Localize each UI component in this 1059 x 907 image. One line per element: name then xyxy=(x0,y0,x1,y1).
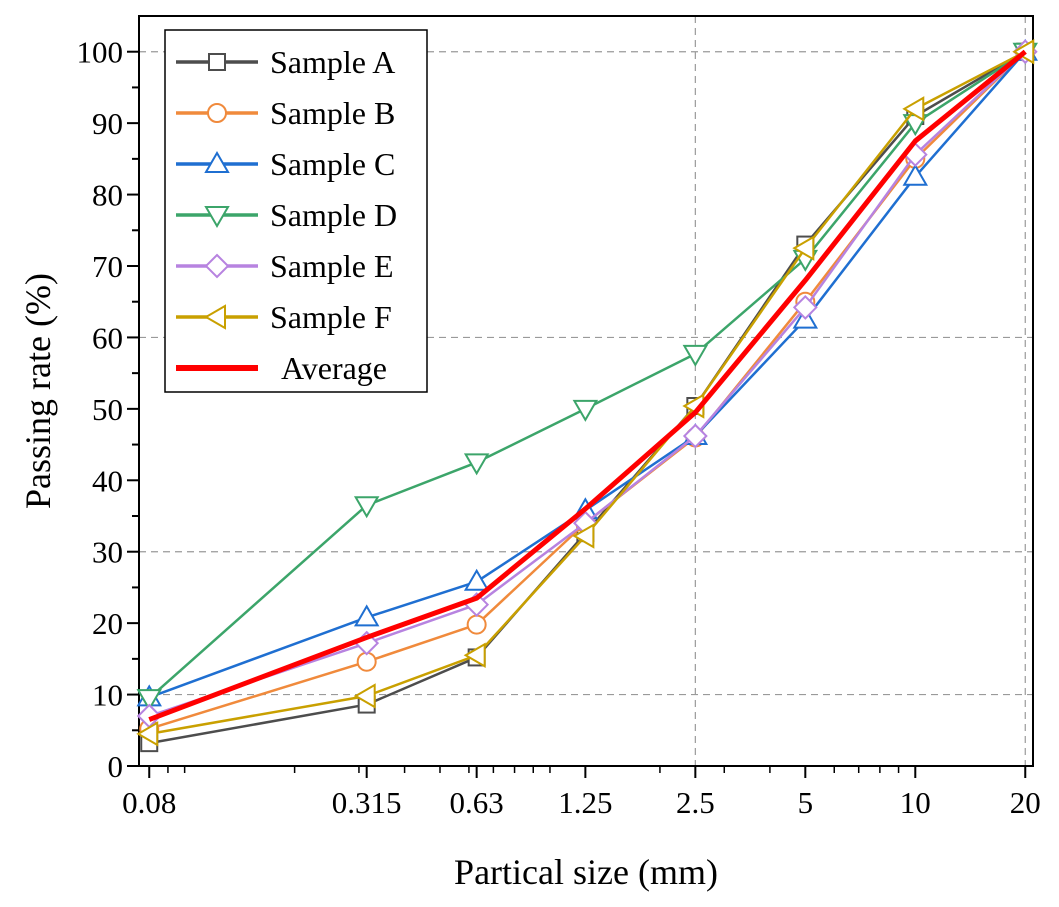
data-point xyxy=(572,399,599,422)
y-tick-label: 10 xyxy=(92,678,123,713)
data-point xyxy=(353,604,380,627)
legend-item: Sample A xyxy=(176,44,395,80)
data-point xyxy=(353,683,376,709)
data-point xyxy=(682,423,708,449)
legend-label: Average xyxy=(281,350,387,386)
data-point xyxy=(463,453,490,476)
y-tick-label: 90 xyxy=(92,106,123,141)
data-point xyxy=(136,689,162,712)
data-point xyxy=(463,568,490,591)
y-tick-label: 30 xyxy=(92,535,123,570)
legend-marker xyxy=(207,103,227,123)
series-line xyxy=(148,49,1027,722)
x-axis-title: Partical size (mm) xyxy=(454,852,718,892)
series-line xyxy=(148,50,1026,700)
data-point xyxy=(353,496,380,519)
data-point xyxy=(902,96,925,122)
data-point xyxy=(792,235,815,261)
series-line xyxy=(149,50,1026,736)
x-tick-label: 5 xyxy=(798,785,814,820)
y-axis-title: Passing rate (%) xyxy=(18,273,58,509)
series-sample-f xyxy=(136,38,1035,747)
legend-marker xyxy=(204,206,230,228)
series-line xyxy=(148,50,1027,699)
legend: Sample A Sample B Sample C Sample D Sample E… xyxy=(164,29,428,393)
data-point xyxy=(902,163,929,186)
y-tick-label: 80 xyxy=(92,178,123,213)
x-tick-label: 0.315 xyxy=(332,785,402,820)
legend-label: Sample C xyxy=(270,146,395,182)
legend-marker xyxy=(204,304,226,330)
x-tick-label: 20 xyxy=(1010,785,1041,820)
y-tick-label: 100 xyxy=(77,35,124,70)
legend-label: Sample A xyxy=(270,44,395,80)
data-series xyxy=(136,38,1038,753)
x-tick-label: 0.63 xyxy=(450,785,504,820)
series-average xyxy=(148,49,1027,722)
data-point xyxy=(466,614,487,635)
x-tick-label: 10 xyxy=(900,785,931,820)
legend-item: Sample B xyxy=(176,95,395,131)
y-tick-label: 50 xyxy=(92,392,123,427)
legend-item: Sample E xyxy=(176,248,394,284)
legend-item: Average xyxy=(176,350,387,386)
y-tick-label: 70 xyxy=(92,249,123,284)
legend-item: Sample F xyxy=(176,299,392,335)
legend-item: Sample D xyxy=(176,197,397,233)
data-point xyxy=(463,642,486,669)
legend-marker xyxy=(204,151,230,173)
y-tick-label: 40 xyxy=(92,463,123,498)
y-axis-tick-labels: 0 10 20 30 40 50 60 70 80 90 100 xyxy=(77,35,124,784)
data-point xyxy=(572,523,595,549)
series-line xyxy=(148,50,1027,718)
axis-ticks xyxy=(127,50,1027,778)
legend-label: Sample E xyxy=(270,248,394,284)
x-tick-label: 0.08 xyxy=(122,785,176,820)
legend-label: Sample B xyxy=(270,95,395,131)
legend-marker xyxy=(204,253,230,279)
legend-label: Sample D xyxy=(270,197,397,233)
x-tick-label: 1.25 xyxy=(558,785,612,820)
legend-item: Sample C xyxy=(176,146,395,182)
legend-label: Sample F xyxy=(270,299,392,335)
data-point xyxy=(136,721,159,747)
data-point xyxy=(682,344,709,367)
x-axis-tick-labels: 0.08 0.315 0.63 1.25 2.5 5 10 20 xyxy=(122,785,1041,820)
y-tick-label: 60 xyxy=(92,320,123,355)
legend-marker xyxy=(208,53,226,71)
y-tick-label: 0 xyxy=(108,749,124,784)
data-point xyxy=(792,295,818,320)
y-tick-label: 20 xyxy=(92,606,123,641)
x-tick-label: 2.5 xyxy=(676,785,715,820)
